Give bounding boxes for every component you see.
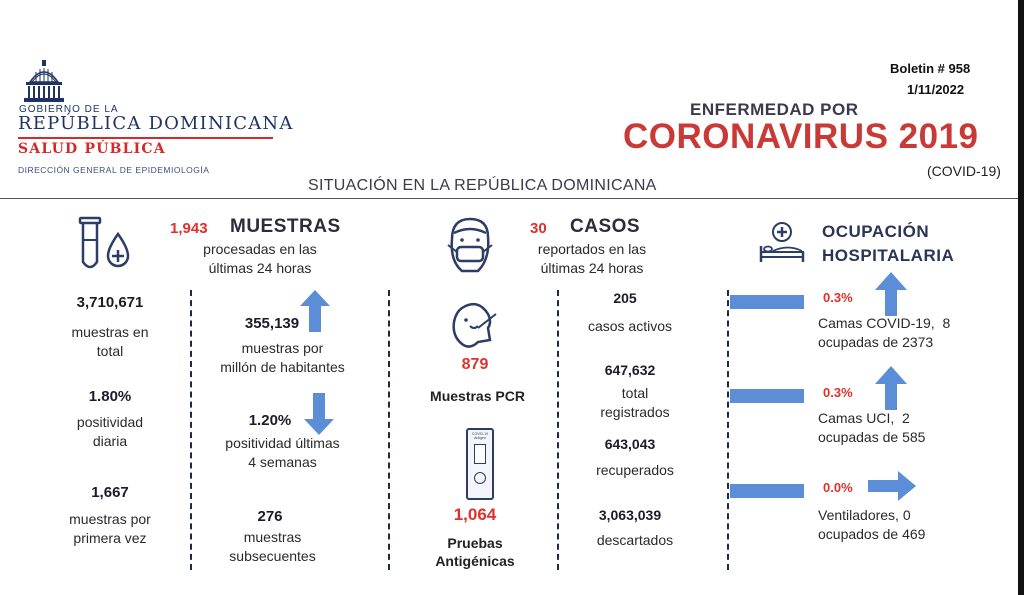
title-small: ENFERMEDAD POR xyxy=(690,100,859,119)
primera-vez-label: muestras por primera vez xyxy=(69,511,151,546)
pcr-value: 879 xyxy=(461,356,489,373)
down-arrow-icon xyxy=(304,393,334,435)
activos-label: casos activos xyxy=(587,318,673,334)
ventilators-bar xyxy=(730,484,804,498)
subsecuentes-label: muestras subsecuentes xyxy=(229,529,316,564)
muestras-total-value: 3,710,671 xyxy=(76,294,144,311)
total-registrados-label: total registrados xyxy=(600,385,670,420)
antigen-test-card: COVID-19 Antigen xyxy=(466,428,494,500)
situation-rule xyxy=(0,198,1018,199)
descartados-label: descartados xyxy=(596,532,674,548)
covid-beds-up-arrow-icon xyxy=(875,272,907,316)
capitol-dome-icon xyxy=(24,60,64,102)
ventilators-label: Ventiladores, 0 ocupados de 469 xyxy=(818,507,926,542)
logo-gov-big: REPÚBLICA DOMINICANA xyxy=(18,113,294,134)
muestras-divider xyxy=(190,290,192,570)
page-edge xyxy=(1018,0,1024,595)
title-big: CORONAVIRUS 2019 xyxy=(623,117,979,156)
millon-label: muestras por millón de habitantes xyxy=(220,340,345,375)
title-sub: (COVID-19) xyxy=(927,163,1001,179)
ventilators-right-arrow-icon xyxy=(868,471,916,501)
covid-beds-bar xyxy=(730,295,804,309)
antigen-label: Pruebas Antigénicas xyxy=(435,535,515,570)
bulletin-number: Boletin # 958 xyxy=(890,61,971,76)
positividad-4sem-label: positividad últimas 4 semanas xyxy=(225,435,340,470)
muestras-subtitle: procesadas en las últimas 24 horas xyxy=(203,241,317,276)
casos-count: 30 xyxy=(530,220,547,237)
primera-vez-value: 1,667 xyxy=(91,484,129,501)
section-divider-1 xyxy=(388,290,390,570)
muestras-count: 1,943 xyxy=(170,220,208,237)
uci-beds-pct: 0.3% xyxy=(823,385,853,400)
antigen-test-well xyxy=(474,472,486,484)
antigen-value: 1,064 xyxy=(453,505,497,524)
up-arrow-icon xyxy=(300,290,330,332)
activos-value: 205 xyxy=(613,290,637,306)
test-tube-drop-icon xyxy=(78,216,130,269)
pcr-swab-icon xyxy=(452,302,497,348)
positividad-4sem-value: 1.20% xyxy=(248,412,292,429)
situation-heading: SITUACIÓN EN LA REPÚBLICA DOMINICANA xyxy=(308,177,657,194)
antigen-test-card-text: COVID-19 Antigen xyxy=(471,432,489,440)
casos-subtitle: reportados en las últimas 24 horas xyxy=(537,241,647,276)
hospital-bed-icon xyxy=(759,222,805,262)
masked-face-icon xyxy=(447,217,493,273)
uci-beds-bar xyxy=(730,389,804,403)
logo-salud-publica: SALUD PÚBLICA xyxy=(18,141,166,157)
total-registrados-value: 647,632 xyxy=(604,362,656,378)
subsecuentes-value: 276 xyxy=(257,508,283,525)
muestras-title: MUESTRAS xyxy=(230,216,341,237)
antigen-test-window xyxy=(474,444,486,464)
positividad-diaria-label: positividad diaria xyxy=(76,414,144,449)
ocupacion-title: OCUPACIÓN HOSPITALARIA xyxy=(822,222,955,265)
millon-value: 355,139 xyxy=(244,315,300,332)
uci-beds-up-arrow-icon xyxy=(875,366,907,410)
descartados-value: 3,063,039 xyxy=(598,507,662,523)
casos-divider xyxy=(557,290,559,570)
muestras-total-label: muestras en total xyxy=(71,324,149,359)
recuperados-value: 643,043 xyxy=(604,436,656,452)
ventilators-pct: 0.0% xyxy=(823,480,853,495)
logo-divider xyxy=(18,137,273,139)
uci-beds-label: Camas UCI, 2 ocupadas de 585 xyxy=(818,410,926,445)
logo-gov-small: GOBIERNO DE LA xyxy=(19,104,119,115)
covid-beds-label: Camas COVID-19, 8 ocupadas de 2373 xyxy=(818,315,951,350)
section-divider-2 xyxy=(727,290,729,570)
logo-direccion: DIRECCIÓN GENERAL DE EPIDEMIOLOGÍA xyxy=(18,165,210,175)
recuperados-label: recuperados xyxy=(596,462,674,478)
covid-beds-pct: 0.3% xyxy=(823,290,853,305)
positividad-diaria-value: 1.80% xyxy=(88,388,132,405)
pcr-label: Muestras PCR xyxy=(430,388,525,404)
casos-title: CASOS xyxy=(570,216,641,237)
bulletin-date: 1/11/2022 xyxy=(907,82,965,97)
